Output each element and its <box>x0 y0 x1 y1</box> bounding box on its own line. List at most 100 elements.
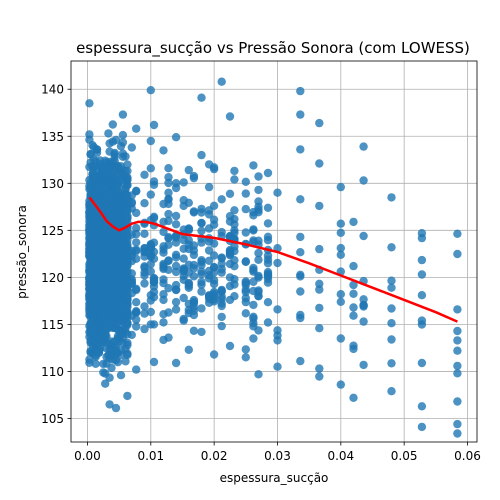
scatter-point <box>118 239 128 248</box>
scatter-point <box>217 268 226 277</box>
scatter-point <box>132 322 141 331</box>
scatter-point <box>254 271 263 281</box>
scatter-point <box>107 172 116 181</box>
scatter-point <box>387 283 396 292</box>
scatter-point <box>171 305 181 314</box>
scatter-point <box>453 229 462 238</box>
scatter-point <box>296 287 305 296</box>
scatter-point <box>179 316 188 325</box>
scatter-point <box>263 274 273 284</box>
scatter-point <box>417 270 427 279</box>
scatter-point <box>209 201 219 210</box>
scatter-point <box>132 298 141 307</box>
scatter-point <box>123 349 132 358</box>
scatter-point <box>417 422 427 432</box>
scatter-point <box>127 330 136 340</box>
scatter-point <box>296 145 305 154</box>
scatter-point <box>263 267 273 277</box>
scatter-point <box>104 129 113 138</box>
scatter-point <box>225 273 235 282</box>
scatter-point <box>249 161 258 170</box>
scatter-point <box>146 164 155 173</box>
scatter-point <box>105 354 114 363</box>
scatter-point <box>159 227 168 237</box>
scatter-point <box>453 305 462 314</box>
scatter-point <box>230 228 239 238</box>
scatter-point <box>204 298 214 307</box>
scatter-point <box>104 275 113 284</box>
scatter-point <box>336 243 345 253</box>
scatter-point <box>164 188 173 197</box>
scatter-point <box>140 309 149 318</box>
scatter-point <box>296 310 305 320</box>
scatter-point <box>296 272 305 281</box>
scatter-point <box>123 214 132 223</box>
scatter-point <box>111 403 121 413</box>
scatter-point <box>171 267 181 277</box>
y-tick-label: 120 <box>41 271 64 285</box>
scatter-point <box>146 86 155 95</box>
scatter-point <box>104 314 113 323</box>
scatter-point <box>336 182 345 192</box>
scatter-point <box>204 182 214 192</box>
scatter-point <box>113 193 123 202</box>
scatter-point <box>146 307 155 317</box>
scatter-point <box>254 185 263 195</box>
scatter-point <box>189 260 199 270</box>
scatter-point <box>359 301 368 310</box>
scatter-point <box>114 255 124 264</box>
scatter-point <box>107 363 116 373</box>
scatter-point <box>108 269 118 278</box>
scatter-point <box>189 272 199 281</box>
scatter-point <box>164 209 173 219</box>
scatter-point <box>349 303 358 312</box>
scatter-point <box>263 168 273 178</box>
scatter-point <box>241 177 250 186</box>
scatter-point <box>171 220 181 229</box>
scatter-point <box>273 305 282 314</box>
scatter-point <box>171 211 181 221</box>
scatter-point <box>197 257 206 267</box>
x-tick-label: 0.01 <box>137 449 164 463</box>
scatter-point <box>296 110 305 119</box>
scatter-point <box>171 285 181 294</box>
scatter-point <box>159 295 168 305</box>
x-tick-label: 0.02 <box>201 449 228 463</box>
scatter-point <box>149 287 159 297</box>
scatter-point <box>88 258 97 267</box>
scatter-point <box>273 326 282 335</box>
scatter-point <box>197 219 206 228</box>
scatter-point <box>336 250 345 259</box>
scatter-point <box>263 236 273 245</box>
lowess-line <box>88 196 458 323</box>
scatter-point <box>249 263 258 273</box>
scatter-point <box>315 324 324 333</box>
scatter-point <box>164 164 173 173</box>
chart-title: espessura_sucção vs Pressão Sonora (com … <box>76 39 470 58</box>
scatter-point <box>315 364 324 373</box>
scatter-point <box>249 211 258 220</box>
scatter-point <box>123 181 132 190</box>
scatter-point <box>387 276 396 285</box>
scatter-point <box>204 256 214 265</box>
scatter-point <box>230 242 239 251</box>
scatter-point <box>179 178 188 187</box>
scatter-point <box>209 220 219 229</box>
scatter-point <box>140 271 149 280</box>
scatter-point <box>132 254 141 263</box>
x-tick-label: 0.06 <box>454 449 481 463</box>
scatter-point <box>230 206 239 215</box>
scatter-point <box>417 291 427 300</box>
scatter-point <box>225 212 235 221</box>
scatter-point <box>113 358 123 367</box>
scatter-point <box>336 290 345 299</box>
scatter-point <box>159 248 168 257</box>
scatter-point <box>189 173 199 183</box>
scatter-point <box>184 281 193 290</box>
scatter-point <box>189 302 199 312</box>
scatter-point <box>453 346 462 355</box>
scatter-point <box>99 337 108 346</box>
scatter-point <box>94 342 104 352</box>
scatter-point <box>123 391 132 401</box>
